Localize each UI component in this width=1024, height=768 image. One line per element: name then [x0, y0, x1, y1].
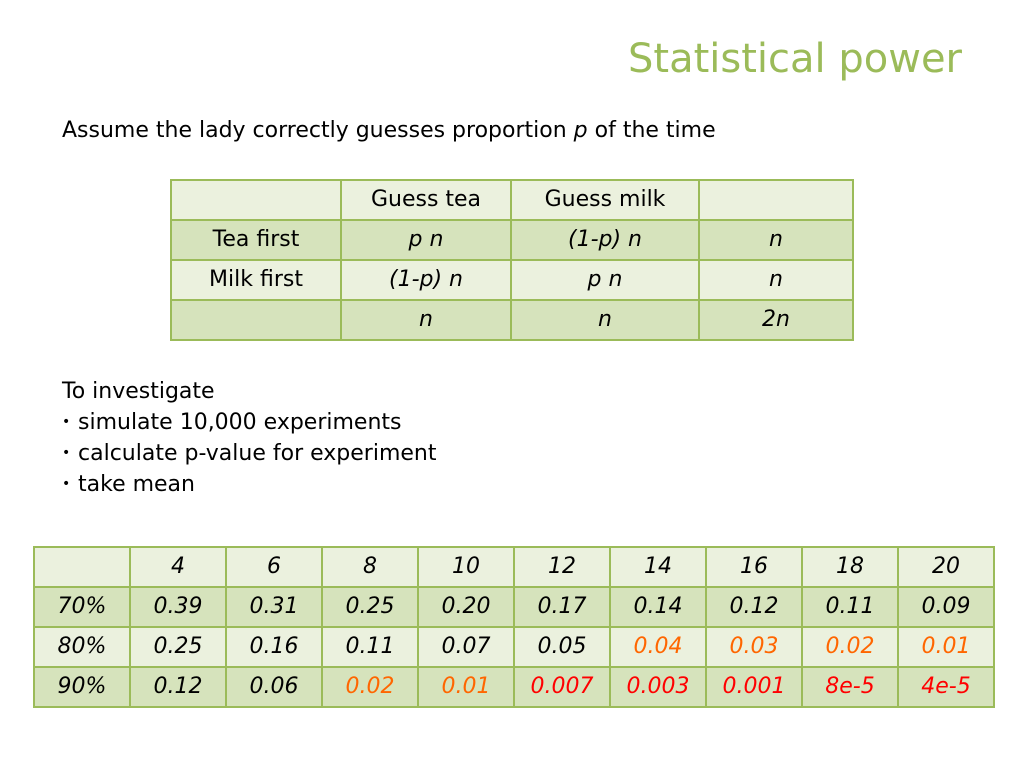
- power-cell: 0.02: [801, 626, 899, 668]
- bullet-item: • simulate 10,000 experiments: [62, 407, 436, 438]
- contingency-table: Guess tea Guess milk Tea first p n (1-p)…: [170, 179, 854, 341]
- contingency-row: Milk first (1-p) n p n n: [170, 259, 854, 301]
- power-header-cell: 8: [321, 546, 419, 588]
- contingency-cell: p n: [510, 259, 700, 301]
- investigate-section: To investigate • simulate 10,000 experim…: [62, 376, 436, 500]
- contingency-header-cell: Guess milk: [510, 179, 700, 221]
- power-cell: 0.39: [129, 586, 227, 628]
- power-cell: 0.11: [801, 586, 899, 628]
- power-corner-cell: [33, 546, 131, 588]
- power-cell: 0.09: [897, 586, 995, 628]
- intro-text: Assume the lady correctly guesses propor…: [62, 118, 716, 143]
- contingency-row: Tea first p n (1-p) n n: [170, 219, 854, 261]
- power-cell: 0.02: [321, 666, 419, 708]
- power-row-label: 90%: [33, 666, 131, 708]
- power-cell: 0.04: [609, 626, 707, 668]
- power-cell: 0.12: [705, 586, 803, 628]
- power-row: 70% 0.39 0.31 0.25 0.20 0.17 0.14 0.12 0.11 0.09: [33, 586, 995, 628]
- power-cell: 4e-5: [897, 666, 995, 708]
- power-header-cell: 12: [513, 546, 611, 588]
- intro-var: p: [573, 118, 588, 143]
- power-cell: 0.17: [513, 586, 611, 628]
- power-header-cell: 4: [129, 546, 227, 588]
- power-cell: 0.11: [321, 626, 419, 668]
- power-cell: 0.01: [417, 666, 515, 708]
- power-header-cell: 16: [705, 546, 803, 588]
- contingency-cell: n: [698, 259, 854, 301]
- contingency-cell: n: [340, 299, 512, 341]
- power-cell: 0.05: [513, 626, 611, 668]
- investigate-heading: To investigate: [62, 379, 215, 404]
- power-cell: 0.14: [609, 586, 707, 628]
- slide-title: Statistical power: [628, 36, 962, 82]
- power-cell: 0.001: [705, 666, 803, 708]
- power-row: 80% 0.25 0.16 0.11 0.07 0.05 0.04 0.03 0.02 0.01: [33, 626, 995, 668]
- contingency-row-label: Milk first: [170, 259, 342, 301]
- bullet-text: take mean: [78, 472, 195, 497]
- power-header-cell: 18: [801, 546, 899, 588]
- contingency-cell: (1-p) n: [510, 219, 700, 261]
- intro-after: of the time: [587, 118, 716, 143]
- power-cell: 0.007: [513, 666, 611, 708]
- contingency-cell: n: [698, 219, 854, 261]
- bullet-text: calculate p-value for experiment: [78, 441, 437, 466]
- power-header-cell: 20: [897, 546, 995, 588]
- power-row-label: 80%: [33, 626, 131, 668]
- power-header-cell: 10: [417, 546, 515, 588]
- power-cell: 0.31: [225, 586, 323, 628]
- power-cell: 0.16: [225, 626, 323, 668]
- power-cell: 8e-5: [801, 666, 899, 708]
- power-table: 4 6 8 10 12 14 16 18 20 70% 0.39 0.31 0.25 0.20 0.17 0…: [33, 546, 995, 708]
- power-cell: 0.12: [129, 666, 227, 708]
- bullet-item: • calculate p-value for experiment: [62, 438, 436, 469]
- bullet-icon: •: [62, 414, 71, 430]
- power-header-cell: 6: [225, 546, 323, 588]
- power-cell: 0.07: [417, 626, 515, 668]
- contingency-row-label: Tea first: [170, 219, 342, 261]
- power-cell: 0.03: [705, 626, 803, 668]
- bullet-icon: •: [62, 476, 71, 492]
- contingency-header-row: Guess tea Guess milk: [170, 179, 854, 221]
- power-cell: 0.25: [129, 626, 227, 668]
- power-row-label: 70%: [33, 586, 131, 628]
- power-header-row: 4 6 8 10 12 14 16 18 20: [33, 546, 995, 588]
- contingency-header-cell: [170, 179, 342, 221]
- contingency-cell: (1-p) n: [340, 259, 512, 301]
- contingency-cell: p n: [340, 219, 512, 261]
- power-cell: 0.25: [321, 586, 419, 628]
- bullet-item: • take mean: [62, 469, 436, 500]
- power-header-cell: 14: [609, 546, 707, 588]
- contingency-row-label: [170, 299, 342, 341]
- bullet-text: simulate 10,000 experiments: [78, 410, 402, 435]
- power-cell: 0.06: [225, 666, 323, 708]
- intro-before: Assume the lady correctly guesses propor…: [62, 118, 574, 143]
- contingency-cell: n: [510, 299, 700, 341]
- contingency-header-cell: [698, 179, 854, 221]
- contingency-row: n n 2n: [170, 299, 854, 341]
- power-cell: 0.20: [417, 586, 515, 628]
- bullet-icon: •: [62, 445, 71, 461]
- contingency-cell: 2n: [698, 299, 854, 341]
- power-cell: 0.003: [609, 666, 707, 708]
- power-cell: 0.01: [897, 626, 995, 668]
- contingency-header-cell: Guess tea: [340, 179, 512, 221]
- power-row: 90% 0.12 0.06 0.02 0.01 0.007 0.003 0.001 8e-5 4e…: [33, 666, 995, 708]
